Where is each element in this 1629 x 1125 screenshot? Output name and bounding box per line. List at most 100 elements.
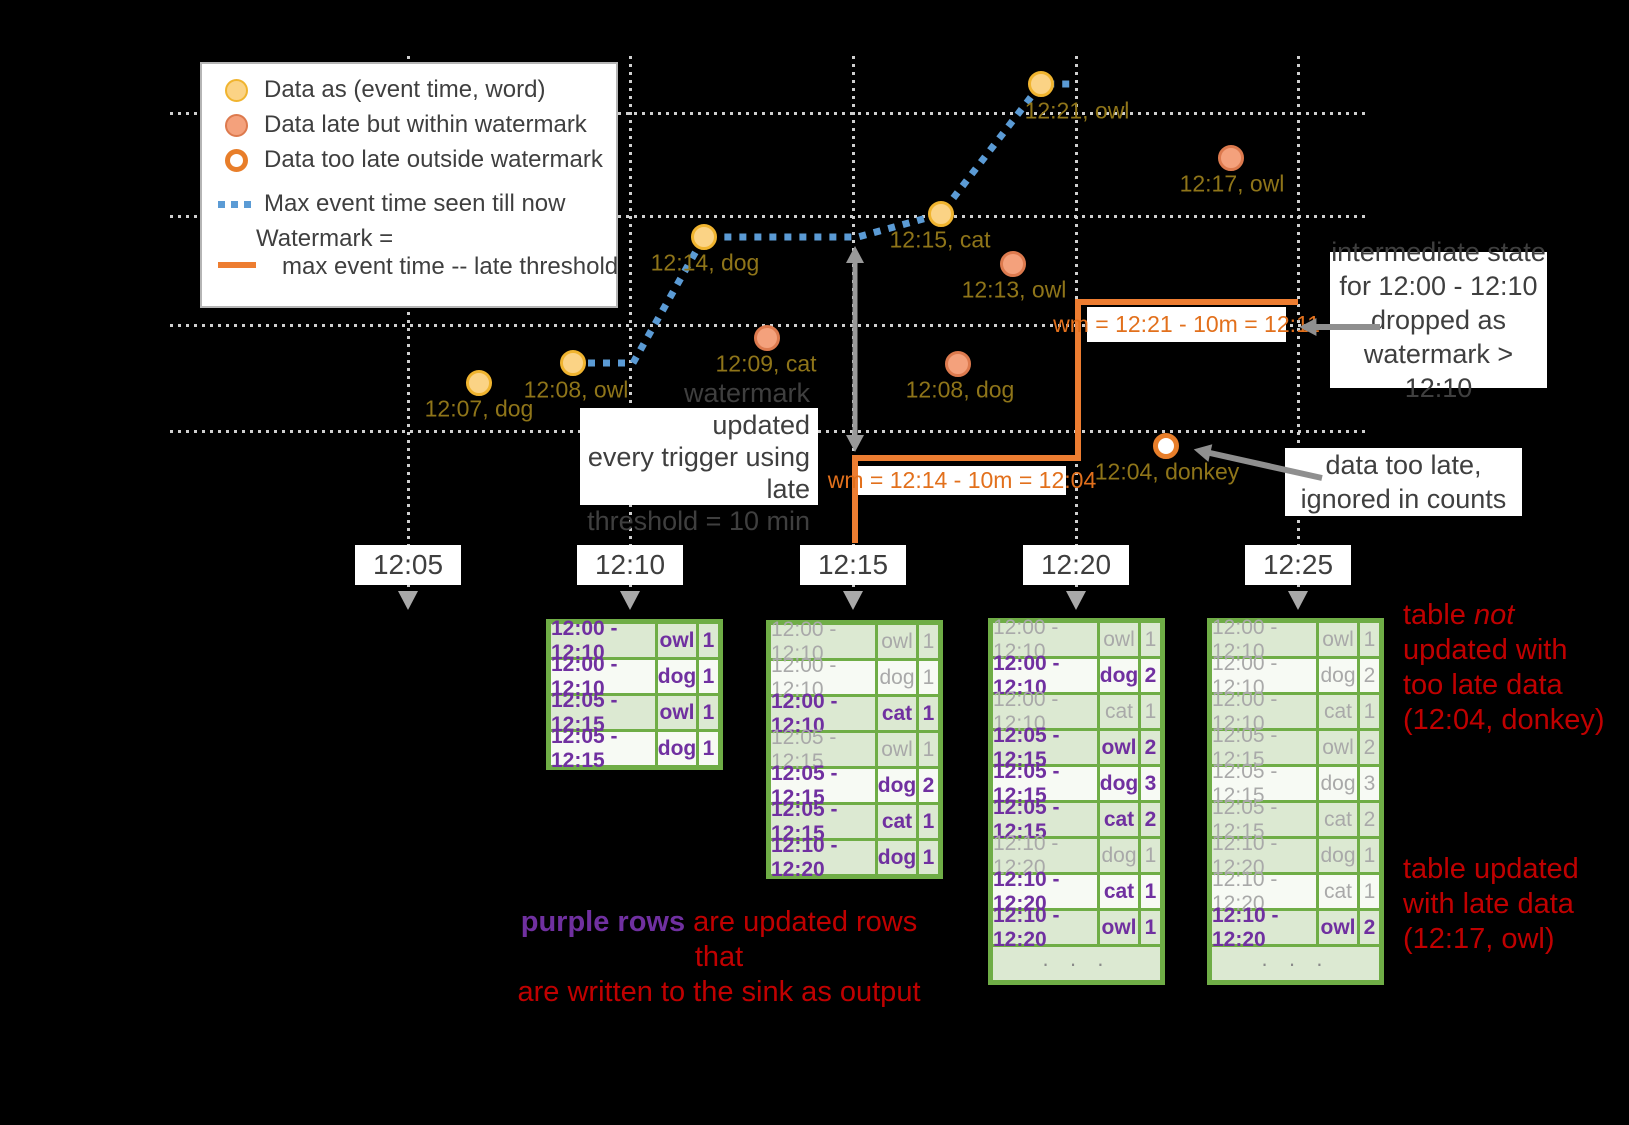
count-cell: 1	[919, 625, 938, 658]
count-cell: 1	[699, 660, 718, 693]
word-cell: owl	[1319, 731, 1357, 764]
note-text: are updated rows that	[685, 906, 917, 973]
word-cell: dog	[878, 841, 916, 874]
count-cell: 2	[1360, 731, 1379, 764]
word-cell: owl	[658, 696, 696, 729]
count-cell: 2	[1141, 803, 1160, 836]
count-cell: 1	[1360, 623, 1379, 656]
count-cell: 1	[1141, 875, 1160, 908]
note-purple-rows: purple rows are updated rows that are wr…	[499, 905, 939, 1010]
word-cell: owl	[1100, 731, 1138, 764]
point-label: 12:07, dog	[425, 396, 534, 423]
note-line: threshold = 10 min	[580, 505, 810, 537]
result-table-12-10: 12:00 - 12:10owl112:00 - 12:10dog112:05 …	[546, 619, 723, 770]
gridline-vertical	[852, 56, 855, 592]
count-cell: 1	[919, 661, 938, 694]
word-cell: cat	[1319, 875, 1357, 908]
result-table-12-15: 12:00 - 12:10owl112:00 - 12:10dog112:00 …	[766, 620, 943, 879]
point-12-21-owl	[1028, 71, 1054, 97]
point-12-09-cat	[754, 325, 780, 351]
word-cell: dog	[658, 732, 696, 765]
legend-item-max-event-time: Max event time seen till now	[216, 190, 616, 218]
late-dot-icon	[216, 114, 264, 137]
point-label: 12:04, donkey	[1095, 459, 1240, 486]
point-label: 12:21, owl	[1025, 98, 1130, 125]
more-rows-ellipsis: · · ·	[1212, 947, 1379, 980]
word-cell: dog	[878, 769, 916, 802]
count-cell: 1	[1141, 839, 1160, 872]
result-table-12-20: 12:00 - 12:10owl112:00 - 12:10dog212:00 …	[988, 618, 1165, 985]
note-line: watermark > 12:10	[1330, 337, 1547, 405]
word-cell: owl	[878, 733, 916, 766]
trigger-down-arrow	[398, 591, 418, 610]
axis-label-12-15: 12:15	[800, 545, 906, 585]
count-cell: 1	[699, 732, 718, 765]
table-row: 12:05 - 12:15dog1	[551, 732, 718, 765]
point-label: 12:13, owl	[962, 277, 1067, 304]
axis-label-12-25: 12:25	[1245, 545, 1351, 585]
word-cell: owl	[1319, 911, 1357, 944]
point-12-08-dog	[945, 351, 971, 377]
legend-item-label: Watermark =	[256, 225, 618, 253]
note-intermediate-state: intermediate state for 12:00 - 12:10 dro…	[1330, 252, 1547, 388]
point-12-04-donkey	[1153, 433, 1179, 459]
note-line: are written to the sink as output	[499, 975, 939, 1010]
watermarking-diagram: 12:07, dog12:08, owl12:14, dog12:15, cat…	[0, 0, 1629, 1125]
word-cell: dog	[1319, 839, 1357, 872]
trigger-down-arrow	[620, 591, 640, 610]
window-cell: 12:10 - 12:20	[993, 911, 1097, 944]
legend-item-label: Data late but within watermark	[264, 111, 587, 139]
note-line: dropped as	[1330, 303, 1547, 337]
note-line: for 12:00 - 12:10	[1330, 269, 1547, 303]
trigger-down-arrow	[1288, 591, 1308, 610]
count-cell: 1	[919, 805, 938, 838]
count-cell: 3	[1360, 767, 1379, 800]
count-cell: 2	[1141, 659, 1160, 692]
count-cell: 2	[1360, 911, 1379, 944]
word-cell: dog	[878, 661, 916, 694]
count-cell: 2	[1360, 803, 1379, 836]
word-cell: cat	[1319, 695, 1357, 728]
word-cell: cat	[1100, 875, 1138, 908]
count-cell: 1	[1141, 911, 1160, 944]
double-arrow-down-head	[846, 435, 864, 452]
count-cell: 1	[1141, 695, 1160, 728]
word-cell: dog	[1100, 767, 1138, 800]
event-dot-icon	[216, 79, 264, 102]
word-cell: dog	[1100, 659, 1138, 692]
legend: Data as (event time, word) Data late but…	[200, 62, 618, 308]
word-cell: cat	[1100, 695, 1138, 728]
table-row: 12:10 - 12:20dog1	[771, 841, 938, 874]
note-data-too-late: data too late, ignored in counts	[1285, 448, 1522, 516]
point-12-14-dog	[691, 224, 717, 250]
count-cell: 1	[699, 696, 718, 729]
word-cell: dog	[658, 660, 696, 693]
count-cell: 1	[699, 624, 718, 657]
double-arrow-up-head	[846, 246, 864, 263]
note-line: table updated	[1403, 852, 1579, 887]
word-cell: cat	[1100, 803, 1138, 836]
point-12-15-cat	[928, 201, 954, 227]
count-cell: 1	[1360, 839, 1379, 872]
word-cell: owl	[1319, 623, 1357, 656]
legend-item-event: Data as (event time, word)	[216, 76, 616, 104]
note-text-italic: not	[1474, 599, 1514, 631]
note-table-updated-late: table updated with late data (12:17, owl…	[1403, 852, 1579, 957]
max-event-time-line	[573, 84, 1076, 363]
axis-label-12-05: 12:05	[355, 545, 461, 585]
trigger-down-arrow	[843, 591, 863, 610]
word-cell: dog	[1319, 767, 1357, 800]
word-cell: owl	[878, 625, 916, 658]
trigger-down-arrow	[1066, 591, 1086, 610]
note-line: too late data	[1403, 668, 1605, 703]
point-12-08-owl	[560, 350, 586, 376]
word-cell: cat	[878, 805, 916, 838]
max-event-line-icon	[216, 201, 264, 208]
note-line: every trigger using late	[580, 441, 810, 505]
count-cell: 1	[919, 733, 938, 766]
legend-item-label: Data too late outside watermark	[264, 146, 603, 174]
legend-item-label-line2: max event time -- late threshold	[256, 253, 618, 281]
note-line: (12:04, donkey)	[1403, 703, 1605, 738]
point-12-07-dog	[466, 370, 492, 396]
purple-rows-text: purple rows	[521, 906, 685, 938]
